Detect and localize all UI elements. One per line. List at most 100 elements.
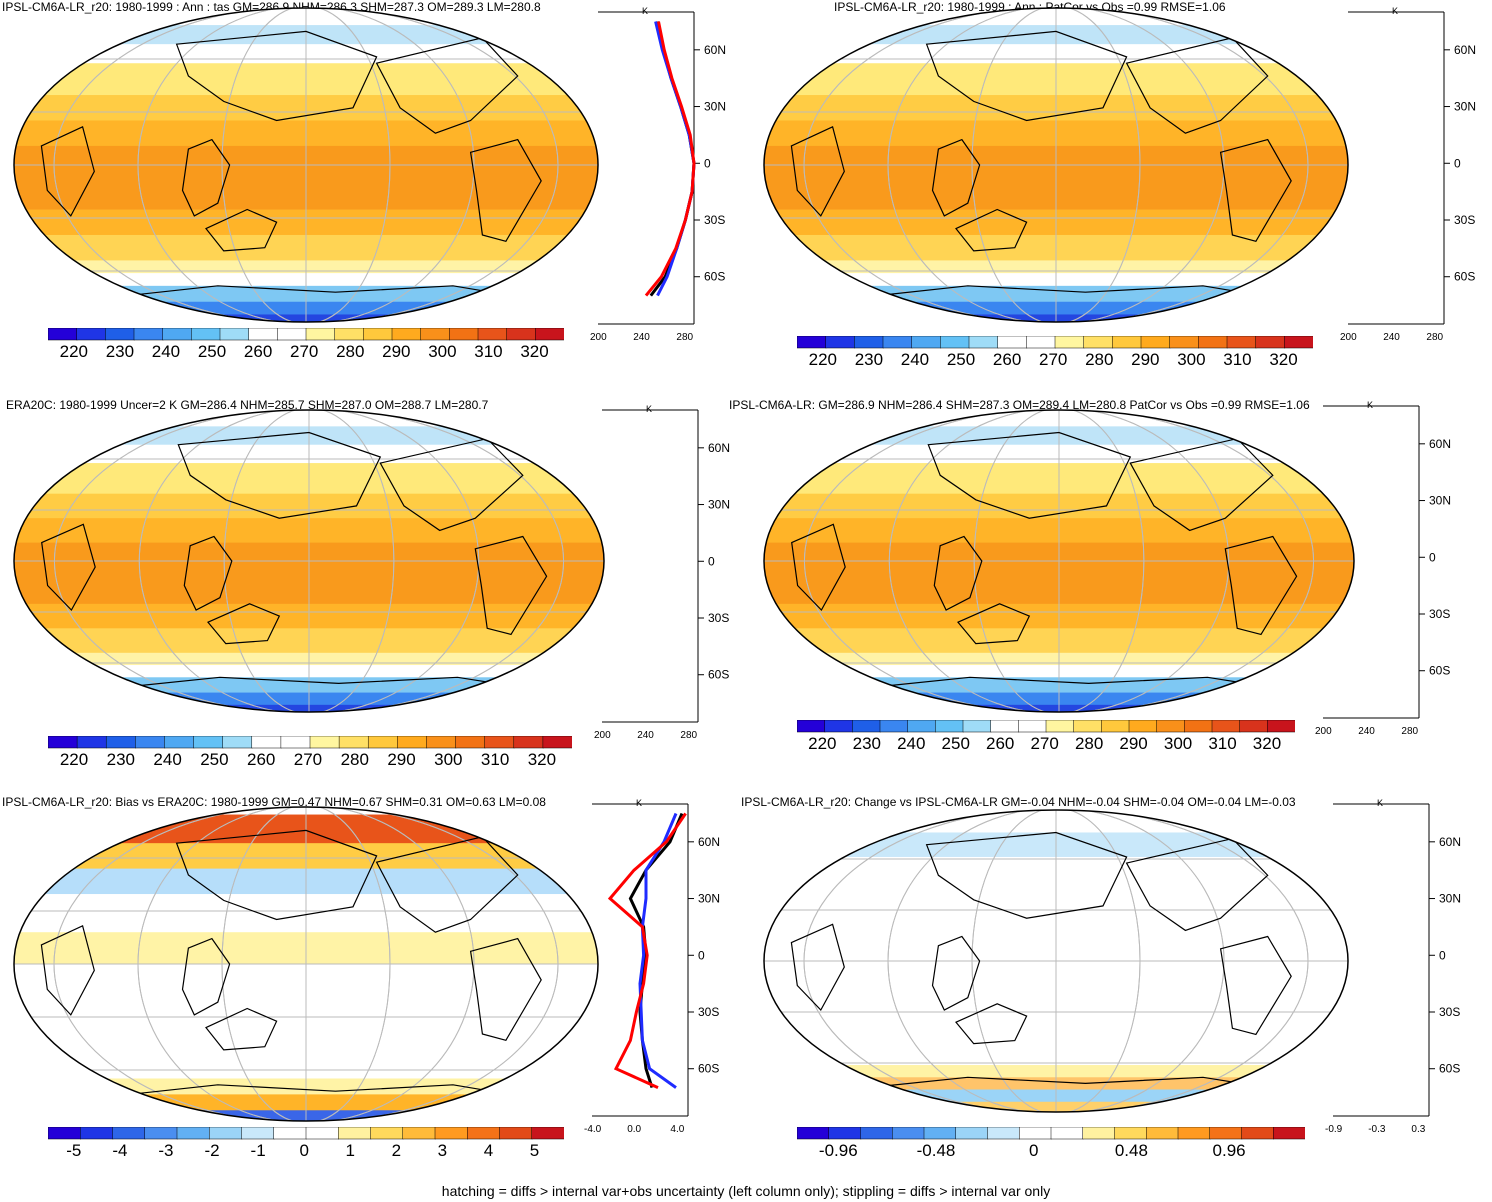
map (763, 809, 1349, 1113)
colorbar-swatch (1054, 335, 1085, 349)
colorbar (796, 335, 1314, 349)
colorbar-swatch (535, 327, 565, 341)
colorbar-swatch (176, 1126, 210, 1140)
zonal-x-label: 200 (594, 730, 611, 741)
colorbar-label: 2 (391, 1141, 402, 1160)
colorbar-swatch (434, 1126, 468, 1140)
zonal-unit: K (1367, 400, 1373, 410)
zonal-series-line (654, 21, 696, 297)
colorbar-swatch (209, 1126, 243, 1140)
zonal-series-line (607, 812, 687, 1089)
colorbar-label: 260 (243, 342, 273, 361)
zonal-x-label: -0.3 (1368, 1124, 1386, 1135)
colorbar-swatch (191, 327, 221, 341)
colorbar-swatch (1140, 335, 1171, 349)
colorbar-swatch (987, 1126, 1020, 1140)
zonal-x-label: -4.0 (584, 1124, 602, 1135)
zonal-lat-label: 60N (698, 835, 720, 849)
zonal-x-label: 0.0 (627, 1124, 641, 1135)
colorbar-swatch (1026, 335, 1056, 349)
colorbar-swatch (940, 335, 970, 349)
zonal-lat-label: 30S (1439, 1005, 1460, 1019)
zonal-x-label: 240 (637, 730, 654, 741)
colorbar-swatch (363, 327, 393, 341)
zonal-lat-label: 0 (698, 948, 705, 962)
colorbar-label: 300 (428, 342, 457, 361)
panel-title: IPSL-CM6A-LR_r20: 1980-1999 : Ann : tas … (2, 0, 541, 14)
colorbar-swatch (76, 735, 107, 749)
colorbar-label: 240 (900, 350, 930, 369)
colorbar-swatch (962, 719, 992, 733)
zonal-lat-label: 60S (704, 270, 725, 284)
colorbar-swatch (135, 735, 166, 749)
colorbar-label: 310 (1208, 734, 1237, 753)
colorbar-swatch (397, 735, 428, 749)
colorbar-swatch (219, 327, 250, 341)
zonal-lat-label: 60S (708, 668, 729, 682)
colorbar-label: 280 (1074, 734, 1104, 753)
map (763, 7, 1349, 323)
colorbar-label: -0.48 (916, 1141, 956, 1160)
colorbar-swatch (1241, 1126, 1274, 1140)
colorbar-swatch (1184, 719, 1213, 733)
colorbar-label: 250 (200, 750, 229, 769)
zonal-mean-plot: 60N 30N 0 30S 60S 200 240 280 K (1340, 6, 1476, 343)
zonal-lat-label: 60S (1454, 270, 1475, 284)
colorbar-swatch (391, 327, 422, 341)
colorbar-label: 320 (520, 342, 549, 361)
colorbar-container: -0.96 -0.48 0 0.48 0.96 (796, 1126, 1306, 1163)
colorbar-label: 1 (345, 1141, 355, 1160)
colorbar-label: 300 (1177, 350, 1206, 369)
colorbar-swatch (879, 719, 909, 733)
colorbar-swatch (513, 735, 544, 749)
colorbar-label: 0.48 (1114, 1141, 1148, 1160)
colorbar-label: -2 (204, 1141, 220, 1160)
colorbar-swatch (911, 335, 942, 349)
zonal-lat-label: 60N (1439, 835, 1461, 849)
zonal-x-label: 280 (1401, 726, 1418, 737)
colorbar-label: 260 (246, 750, 276, 769)
colorbar-label: 290 (1131, 350, 1160, 369)
colorbar-swatch (467, 1126, 501, 1140)
colorbar-swatch (1128, 719, 1158, 733)
colorbar-swatch (542, 735, 573, 749)
zonal-x-label: 240 (1358, 726, 1375, 737)
map (13, 7, 599, 323)
zonal-unit: K (1392, 6, 1398, 16)
colorbar-container: 220 230 240 250 260 270 280 290 300 310 320 (47, 735, 573, 772)
colorbar-label: 240 (897, 734, 926, 753)
colorbar-label: -3 (158, 1141, 174, 1160)
zonal-lat-label: 30N (1439, 892, 1461, 906)
colorbar-swatch (907, 719, 937, 733)
zonal-lat-label: 30N (1454, 100, 1476, 114)
zonal-lat-label: 60N (1429, 437, 1451, 451)
zonal-lat-label: 60S (1439, 1062, 1460, 1076)
colorbar-label: 250 (946, 350, 976, 369)
zonal-x-label: 280 (676, 332, 693, 343)
zonal-mean-plot: 60N 30N 0 30S 60S -4.0 0.0 4.0 K (584, 798, 720, 1135)
colorbar (47, 735, 573, 749)
colorbar-swatch (499, 1126, 533, 1140)
colorbar-swatch (105, 327, 135, 341)
colorbar-label: 320 (527, 750, 557, 769)
colorbar-swatch (997, 335, 1028, 349)
zonal-lat-label: 30S (1429, 607, 1450, 621)
colorbar-label: 220 (808, 734, 837, 753)
colorbar-swatch (222, 735, 253, 749)
colorbar-swatch (305, 327, 336, 341)
colorbar-swatch (273, 1126, 307, 1140)
colorbar-swatch (1211, 719, 1241, 733)
zonal-x-label: 4.0 (670, 1124, 684, 1135)
colorbar-label: 260 (992, 350, 1022, 369)
zonal-x-label: 240 (1383, 332, 1400, 343)
colorbar-label: 5 (529, 1141, 540, 1160)
map (13, 806, 599, 1122)
zonal-x-label: 240 (633, 332, 650, 343)
colorbar-label: -4 (112, 1141, 128, 1160)
zonal-x-label: -0.9 (1325, 1124, 1343, 1135)
colorbar-label: 240 (151, 342, 181, 361)
colorbar-swatch (251, 735, 282, 749)
colorbar-container: 220 230 240 250 260 270 280 290 300 310 320 (796, 719, 1296, 756)
colorbar-swatch (241, 1126, 275, 1140)
colorbar-swatch (133, 327, 164, 341)
